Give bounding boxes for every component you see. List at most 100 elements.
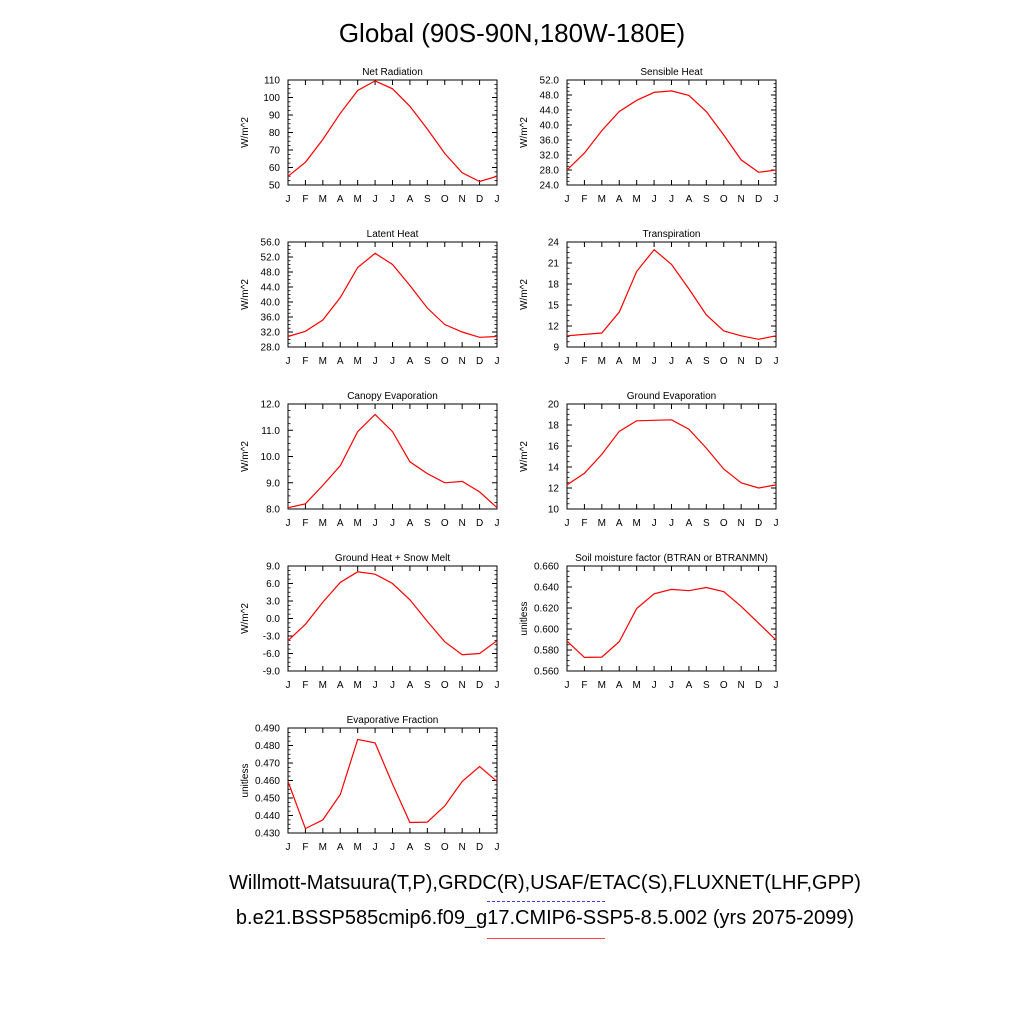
x-tick-label: J (669, 194, 674, 205)
x-tick-label: A (337, 518, 344, 529)
y-tick-label: 70 (269, 146, 281, 157)
x-tick-label: J (565, 356, 570, 367)
x-tick-label: D (476, 842, 483, 853)
x-tick-label: J (495, 842, 500, 853)
series-line (287, 738, 498, 830)
y-tick-label: 24 (548, 238, 560, 249)
series-line (287, 413, 498, 509)
x-tick-label: A (407, 518, 414, 529)
x-tick-label: J (495, 194, 500, 205)
y-tick-label: 8.0 (266, 505, 280, 516)
x-tick-label: A (616, 680, 623, 691)
x-tick-label: M (598, 194, 606, 205)
y-axis-label: W/m^2 (519, 117, 530, 148)
y-tick-label: 0.600 (534, 625, 559, 636)
x-tick-label: N (738, 518, 745, 529)
x-tick-label: M (353, 842, 361, 853)
x-tick-label: M (353, 518, 361, 529)
x-tick-label: J (774, 680, 779, 691)
x-tick-label: A (337, 194, 344, 205)
x-tick-label: M (353, 194, 361, 205)
plot-frame (287, 79, 498, 186)
x-tick-label: J (565, 518, 570, 529)
x-tick-label: J (286, 356, 291, 367)
x-tick-label: F (302, 518, 308, 529)
x-tick-label: D (755, 518, 762, 529)
y-axis-label: unitless (240, 764, 251, 798)
y-tick-label: 10 (548, 505, 560, 516)
x-tick-label: J (286, 680, 291, 691)
x-tick-label: D (755, 194, 762, 205)
x-tick-label: J (774, 194, 779, 205)
chart-title: Ground Evaporation (627, 391, 717, 402)
y-tick-label: 20 (548, 400, 560, 411)
series-line (287, 80, 498, 183)
x-tick-label: M (319, 356, 327, 367)
x-tick-label: M (632, 680, 640, 691)
y-tick-label: 3.0 (266, 597, 280, 608)
y-tick-label: 0.450 (255, 794, 280, 805)
y-tick-label: 12 (548, 484, 560, 495)
plot-frame (287, 241, 498, 348)
y-tick-label: 0.640 (534, 583, 559, 594)
chart-panel: Ground Heat + Snow Melt -9.0 -6.0 -3.0 0.0 3.… (240, 553, 500, 691)
y-tick-label: 100 (263, 93, 280, 104)
y-tick-label: 44.0 (540, 106, 560, 117)
y-tick-label: 52.0 (540, 76, 560, 87)
x-tick-label: F (302, 680, 308, 691)
x-tick-label: S (424, 680, 431, 691)
x-tick-label: D (476, 680, 483, 691)
x-tick-label: A (337, 356, 344, 367)
x-tick-label: O (441, 518, 449, 529)
x-tick-label: A (616, 518, 623, 529)
chart-title: Canopy Evaporation (347, 391, 438, 402)
x-tick-label: N (738, 680, 745, 691)
x-tick-label: N (738, 194, 745, 205)
chart-title: Net Radiation (362, 67, 423, 78)
x-tick-label: J (565, 680, 570, 691)
x-tick-label: M (319, 680, 327, 691)
x-tick-label: A (407, 842, 414, 853)
x-tick-label: A (686, 356, 693, 367)
x-tick-label: J (390, 842, 395, 853)
y-axis-label: W/m^2 (519, 441, 530, 472)
series-line (287, 571, 498, 656)
x-tick-label: D (755, 356, 762, 367)
footer-case-text: b.e21.BSSP585cmip6.f09_g17.CMIP6-SSP5-8.… (235, 907, 855, 929)
x-tick-label: M (319, 518, 327, 529)
x-tick-label: J (669, 680, 674, 691)
plot-frame (566, 241, 777, 348)
x-tick-label: S (424, 518, 431, 529)
x-tick-label: M (632, 194, 640, 205)
y-tick-label: 60 (269, 163, 281, 174)
x-tick-label: O (720, 194, 728, 205)
y-tick-label: 0.580 (534, 646, 559, 657)
series-line (566, 419, 777, 489)
y-tick-label: 40.0 (261, 298, 281, 309)
y-axis-label: W/m^2 (240, 603, 251, 634)
y-tick-label: 9.0 (266, 562, 280, 573)
x-tick-label: J (286, 842, 291, 853)
y-tick-label: 56.0 (261, 238, 281, 249)
x-tick-label: J (390, 680, 395, 691)
y-axis-label: W/m^2 (240, 441, 251, 472)
x-tick-label: F (302, 194, 308, 205)
y-tick-label: 0.490 (255, 724, 280, 735)
x-tick-label: A (337, 680, 344, 691)
y-tick-label: 110 (264, 76, 280, 87)
x-tick-label: F (302, 842, 308, 853)
chart-title: Sensible Heat (640, 67, 702, 78)
x-tick-label: J (669, 356, 674, 367)
x-tick-label: M (598, 680, 606, 691)
x-tick-label: J (774, 518, 779, 529)
observations-legend-line (487, 901, 605, 902)
series-line (566, 586, 777, 659)
y-tick-label: 44.0 (261, 283, 281, 294)
x-tick-label: M (598, 356, 606, 367)
series-line (566, 248, 777, 340)
x-tick-label: J (373, 518, 378, 529)
y-tick-label: 32.0 (540, 151, 560, 162)
chart-panel: Soil moisture factor (BTRAN or BTRANMN) 0… (519, 553, 779, 691)
y-tick-label: 0.440 (255, 811, 280, 822)
